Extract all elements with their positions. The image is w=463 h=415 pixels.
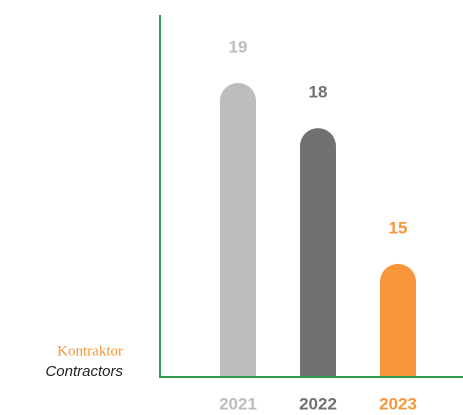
chart-label: Contractors <box>45 363 123 380</box>
x-tick-label: 2022 <box>299 394 337 413</box>
bar <box>300 128 336 377</box>
bar <box>220 82 256 377</box>
x-tick-label: 2023 <box>379 394 417 413</box>
x-tick-label: 2021 <box>219 394 257 413</box>
bar <box>380 263 416 377</box>
value-label: 18 <box>309 83 328 102</box>
chart-label: Kontraktor <box>57 343 123 359</box>
value-label: 19 <box>229 37 248 56</box>
value-label: 15 <box>389 218 408 237</box>
